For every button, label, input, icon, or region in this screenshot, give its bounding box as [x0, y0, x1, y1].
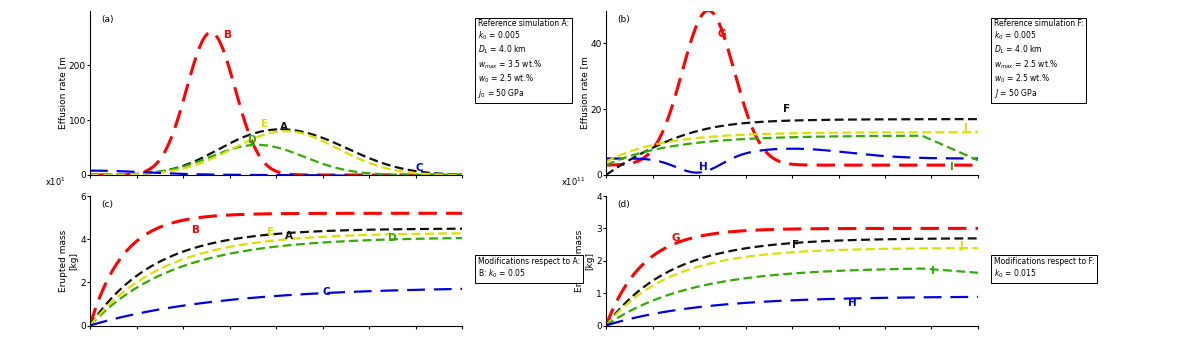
Text: (a): (a): [101, 15, 114, 24]
Text: E: E: [262, 119, 269, 129]
Text: Reference simulation A:
$k_0$ = 0.005
$D_1$ = 4.0 km
$w_{max}$ = 3.5 wt.%
$w_0$ : Reference simulation A: $k_0$ = 0.005 $D…: [478, 19, 569, 100]
Text: E: E: [266, 227, 274, 237]
Text: x10$^{11}$: x10$^{11}$: [562, 175, 586, 188]
Text: F: F: [792, 240, 799, 250]
Text: B: B: [224, 30, 232, 40]
Text: H: H: [847, 298, 857, 308]
Text: J: J: [960, 241, 964, 251]
Text: C: C: [323, 287, 330, 297]
Text: (b): (b): [617, 15, 630, 24]
Text: Reference simulation F:
$k_0$ = 0.005
$D_1$ = 4.0 km
$w_{max}$ = 2.5 wt.%
$w_0$ : Reference simulation F: $k_0$ = 0.005 $D…: [994, 19, 1084, 100]
Text: D: D: [248, 135, 257, 145]
Text: Modifications respect to F:
$k_0$ = 0.015: Modifications respect to F: $k_0$ = 0.01…: [994, 257, 1094, 280]
Text: G: G: [718, 29, 726, 39]
Text: J: J: [964, 122, 967, 133]
Text: A: A: [286, 231, 293, 241]
Text: (d): (d): [617, 200, 630, 209]
Text: H: H: [698, 162, 708, 172]
Text: G: G: [671, 233, 679, 243]
Text: F: F: [782, 105, 790, 114]
Text: B: B: [192, 225, 200, 235]
Text: A: A: [280, 122, 288, 132]
Text: D: D: [388, 233, 396, 243]
Text: C: C: [415, 163, 424, 173]
Text: I: I: [931, 266, 935, 276]
Text: Modifications respect to A:
B: $k_0$ = 0.05: Modifications respect to A: B: $k_0$ = 0…: [478, 257, 580, 280]
Y-axis label: Erupted mass
[kg]: Erupted mass [kg]: [575, 230, 595, 292]
Y-axis label: Erupted mass
[kg]: Erupted mass [kg]: [59, 230, 79, 292]
Text: x10$^1$: x10$^1$: [46, 175, 66, 188]
Text: (c): (c): [101, 200, 113, 209]
Y-axis label: Effusion rate [m: Effusion rate [m: [58, 56, 67, 129]
Text: I: I: [950, 162, 954, 172]
Y-axis label: Effusion rate [m: Effusion rate [m: [580, 56, 589, 129]
